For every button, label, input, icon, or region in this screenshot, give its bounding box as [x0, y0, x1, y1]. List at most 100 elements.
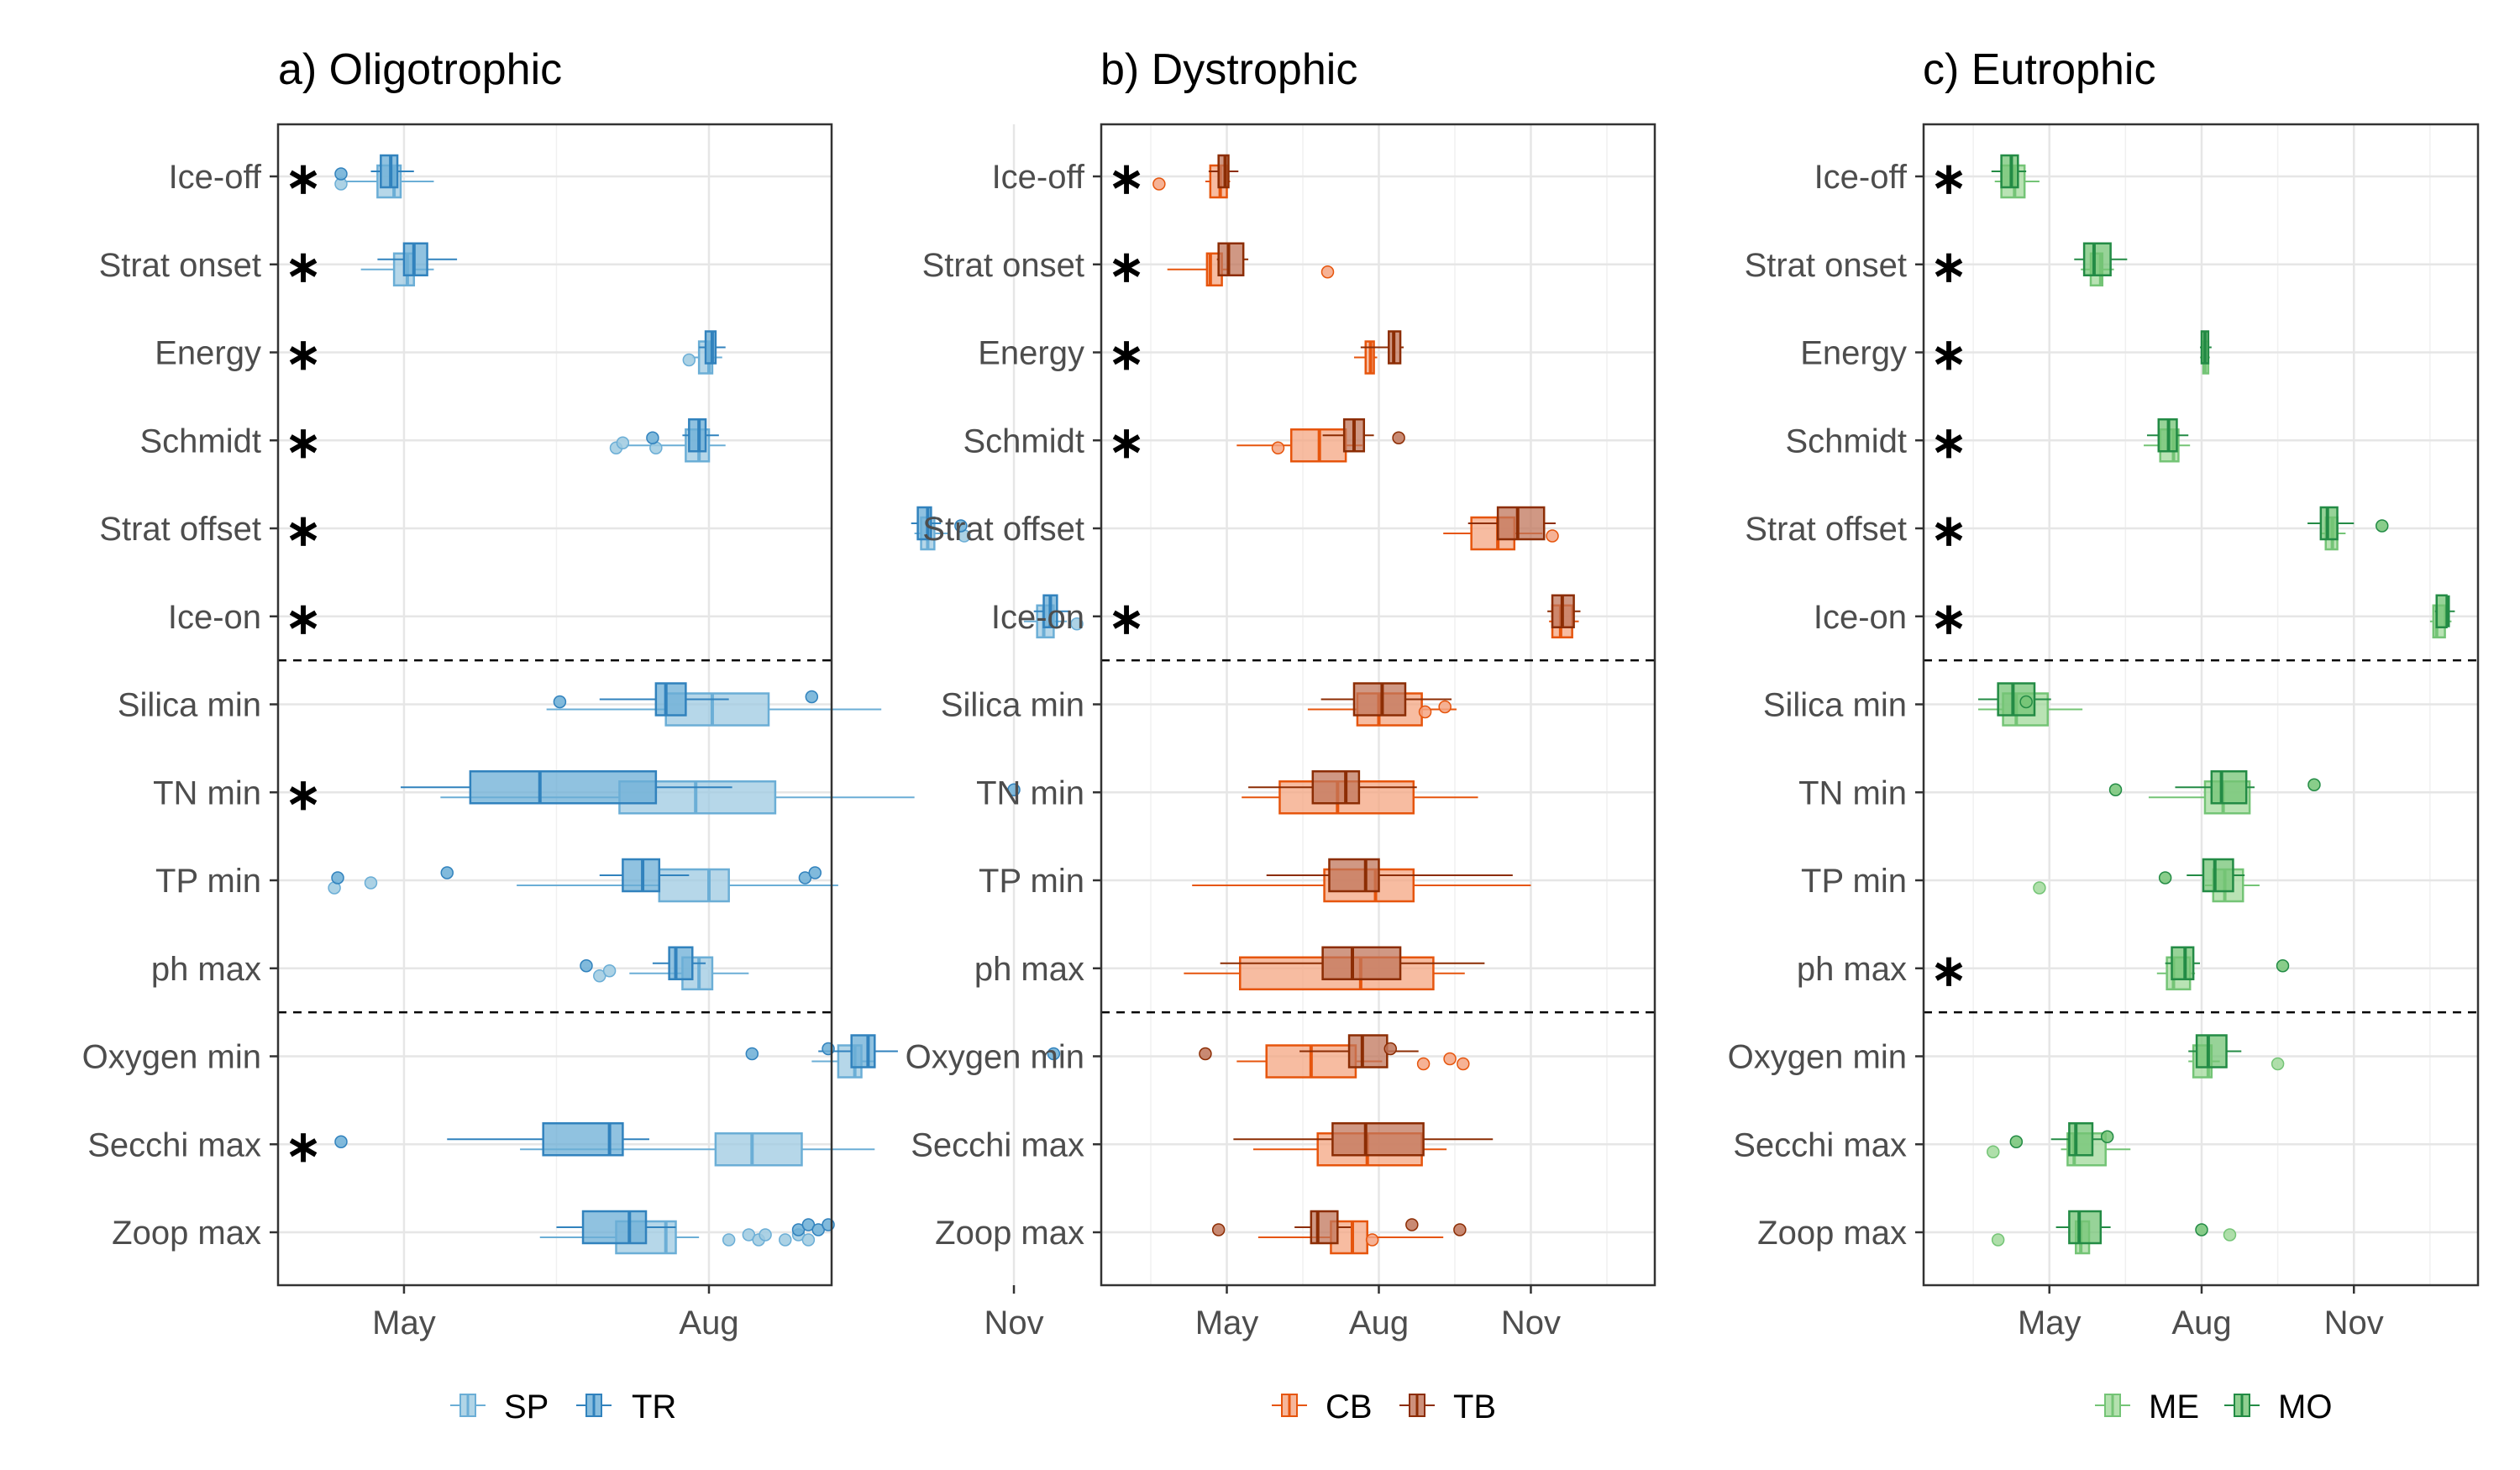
y-tick-label: Oxygen min	[906, 1039, 1084, 1076]
iqr-box	[2068, 1122, 2094, 1157]
legend-label-tr: TR	[632, 1389, 676, 1425]
outlier-point	[1418, 705, 1432, 719]
iqr-box	[714, 1132, 803, 1167]
outlier-point	[2375, 519, 2389, 533]
y-tick-label: Strat onset	[99, 247, 261, 284]
box-mo-energy	[2200, 330, 2212, 365]
iqr-box	[1331, 1122, 1425, 1157]
legend-label-cb: CB	[1326, 1389, 1373, 1425]
iqr-box	[1352, 682, 1407, 717]
significance-asterisk: ∗	[1108, 243, 1145, 291]
box-mo-ice-off	[1991, 154, 2027, 189]
panel-dystrophic: ∗ ∗ ∗ ∗ ∗ Ice-off Strat onset Energy Schmidt Stra…	[906, 123, 1656, 1341]
significance-asterisk: ∗	[285, 418, 322, 467]
y-tick-label: ph max	[1797, 951, 1907, 988]
box-mo-zoop-max	[2055, 1210, 2208, 1245]
box-tb-zoop-max	[1211, 1210, 1467, 1245]
box-mo-ice-on	[2434, 594, 2455, 628]
x-tick-label: Aug	[1349, 1305, 1409, 1341]
legend-oligotrophic: SP TR	[450, 1389, 676, 1425]
box-tb-secchi-max	[1233, 1122, 1494, 1157]
outlier-point	[2100, 1130, 2114, 1143]
y-tick-label: Secchi max	[1733, 1126, 1907, 1163]
box-mo-tp-min	[2158, 858, 2245, 893]
outlier-point	[1392, 431, 1405, 444]
outlier-point	[2223, 1228, 2237, 1242]
box-mo-strat-offset	[2307, 506, 2389, 541]
y-tick-label: TP min	[979, 863, 1084, 900]
box-tr-energy	[699, 330, 726, 365]
box-cb-energy	[1353, 340, 1378, 375]
box-tr-ice-off	[334, 154, 414, 189]
outlier-point	[1416, 1057, 1431, 1071]
y-tick-label: Ice-off	[169, 159, 262, 196]
box-tb-ice-off	[1208, 154, 1239, 189]
box-sp-schmidt	[609, 428, 726, 463]
legend-key-me	[2095, 1394, 2130, 1417]
y-tick-label: Schmidt	[1786, 423, 1908, 459]
y-tick-label: Energy	[978, 335, 1084, 372]
iqr-box	[1310, 1210, 1339, 1245]
outlier-point	[2009, 1135, 2024, 1148]
outlier-point	[1365, 1233, 1379, 1247]
x-tick-label: May	[1195, 1305, 1259, 1341]
iqr-box	[668, 946, 694, 980]
iqr-box	[1347, 1034, 1389, 1068]
box-tb-schmidt	[1322, 418, 1405, 453]
y-tick-label: Secchi max	[87, 1126, 261, 1163]
iqr-box	[1321, 946, 1402, 980]
significance-asterisk: ∗	[285, 770, 322, 819]
box-tr-oxygen-min	[745, 1034, 1061, 1068]
significance-asterisk: ∗	[1930, 331, 1967, 380]
x-tick-label: Nov	[984, 1305, 1043, 1341]
box-mo-oxygen-min	[2188, 1034, 2242, 1068]
y-tick-label: TN min	[1798, 774, 1907, 811]
outlier-point	[1453, 1223, 1467, 1236]
box-mo-silica-min	[1978, 682, 2051, 717]
legend-key-tr	[576, 1394, 612, 1417]
significance-asterisk: ∗	[1930, 418, 1967, 467]
y-tick-label: Ice-on	[168, 599, 261, 636]
y-tick-label: Strat offset	[922, 511, 1084, 548]
box-mo-secchi-max	[2009, 1122, 2114, 1157]
y-tick-label: Ice-off	[992, 159, 1085, 196]
x-tick-label: May	[2018, 1305, 2082, 1341]
outlier-point	[1443, 1052, 1457, 1066]
outlier-point	[808, 866, 822, 879]
box-tb-tn-min	[1248, 770, 1417, 805]
y-tick-label: Silica min	[118, 687, 261, 724]
outlier-point	[1047, 1047, 1061, 1061]
outlier-point	[553, 695, 567, 709]
iqr-box	[658, 868, 730, 903]
outlier-point	[745, 1047, 759, 1061]
outlier-point	[1438, 700, 1452, 714]
box-tr-strat-onset	[377, 242, 458, 276]
outlier-point	[616, 436, 630, 449]
outlier-point	[1546, 529, 1559, 543]
iqr-box	[1496, 506, 1546, 541]
y-tick-label: Schmidt	[963, 423, 1085, 459]
panel-eutrophic: ∗ ∗ ∗ ∗ ∗ ∗ ∗ Ice-off Strat onset Energy Schmidt St…	[1728, 123, 2480, 1341]
y-tick-label: Energy	[155, 335, 261, 372]
y-tick-label: TN min	[976, 774, 1084, 811]
box-tb-tp-min	[1266, 858, 1513, 893]
significance-asterisk: ∗	[1108, 595, 1145, 643]
x-tick-label: Aug	[679, 1305, 738, 1341]
box-tb-oxygen-min	[1199, 1034, 1419, 1068]
significance-asterisk: ∗	[285, 331, 322, 380]
box-tb-silica-min	[1320, 682, 1452, 717]
iqr-box	[654, 682, 687, 717]
outlier-point	[1320, 265, 1335, 279]
iqr-box	[2435, 594, 2448, 628]
legend-key-sp	[450, 1394, 486, 1417]
box-mo-tn-min	[2108, 770, 2321, 805]
outlier-point	[2271, 1057, 2285, 1071]
box-tb-ph-max	[1220, 946, 1485, 980]
legend-eutrophic: ME MO	[2095, 1389, 2332, 1425]
iqr-box	[1328, 858, 1380, 893]
significance-asterisk: ∗	[1930, 947, 1967, 995]
x-tick-label: Nov	[2324, 1305, 2384, 1341]
box-tr-tn-min	[401, 770, 1021, 805]
significance-asterisk: ∗	[1108, 418, 1145, 467]
iqr-box	[2082, 242, 2112, 276]
